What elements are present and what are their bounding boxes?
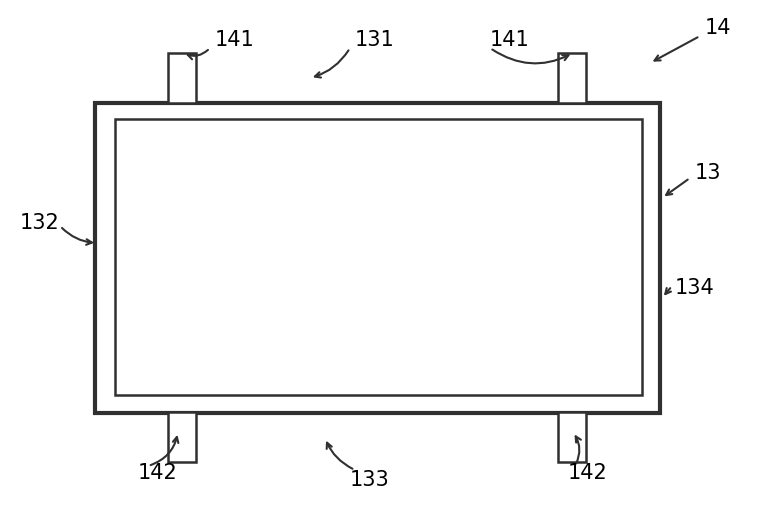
Bar [95, 103, 660, 413]
Bar [558, 412, 586, 462]
Text: 141: 141 [215, 30, 255, 50]
Text: 141: 141 [490, 30, 530, 50]
Text: 133: 133 [350, 470, 390, 490]
Bar [168, 412, 196, 462]
Text: 14: 14 [705, 18, 732, 38]
Text: 142: 142 [138, 463, 178, 483]
Text: 131: 131 [355, 30, 395, 50]
Text: 132: 132 [20, 213, 60, 233]
Text: 142: 142 [568, 463, 608, 483]
Bar [115, 119, 642, 395]
Bar [168, 53, 196, 103]
Bar [558, 53, 586, 103]
Text: 134: 134 [675, 278, 715, 298]
Text: 13: 13 [695, 163, 722, 183]
